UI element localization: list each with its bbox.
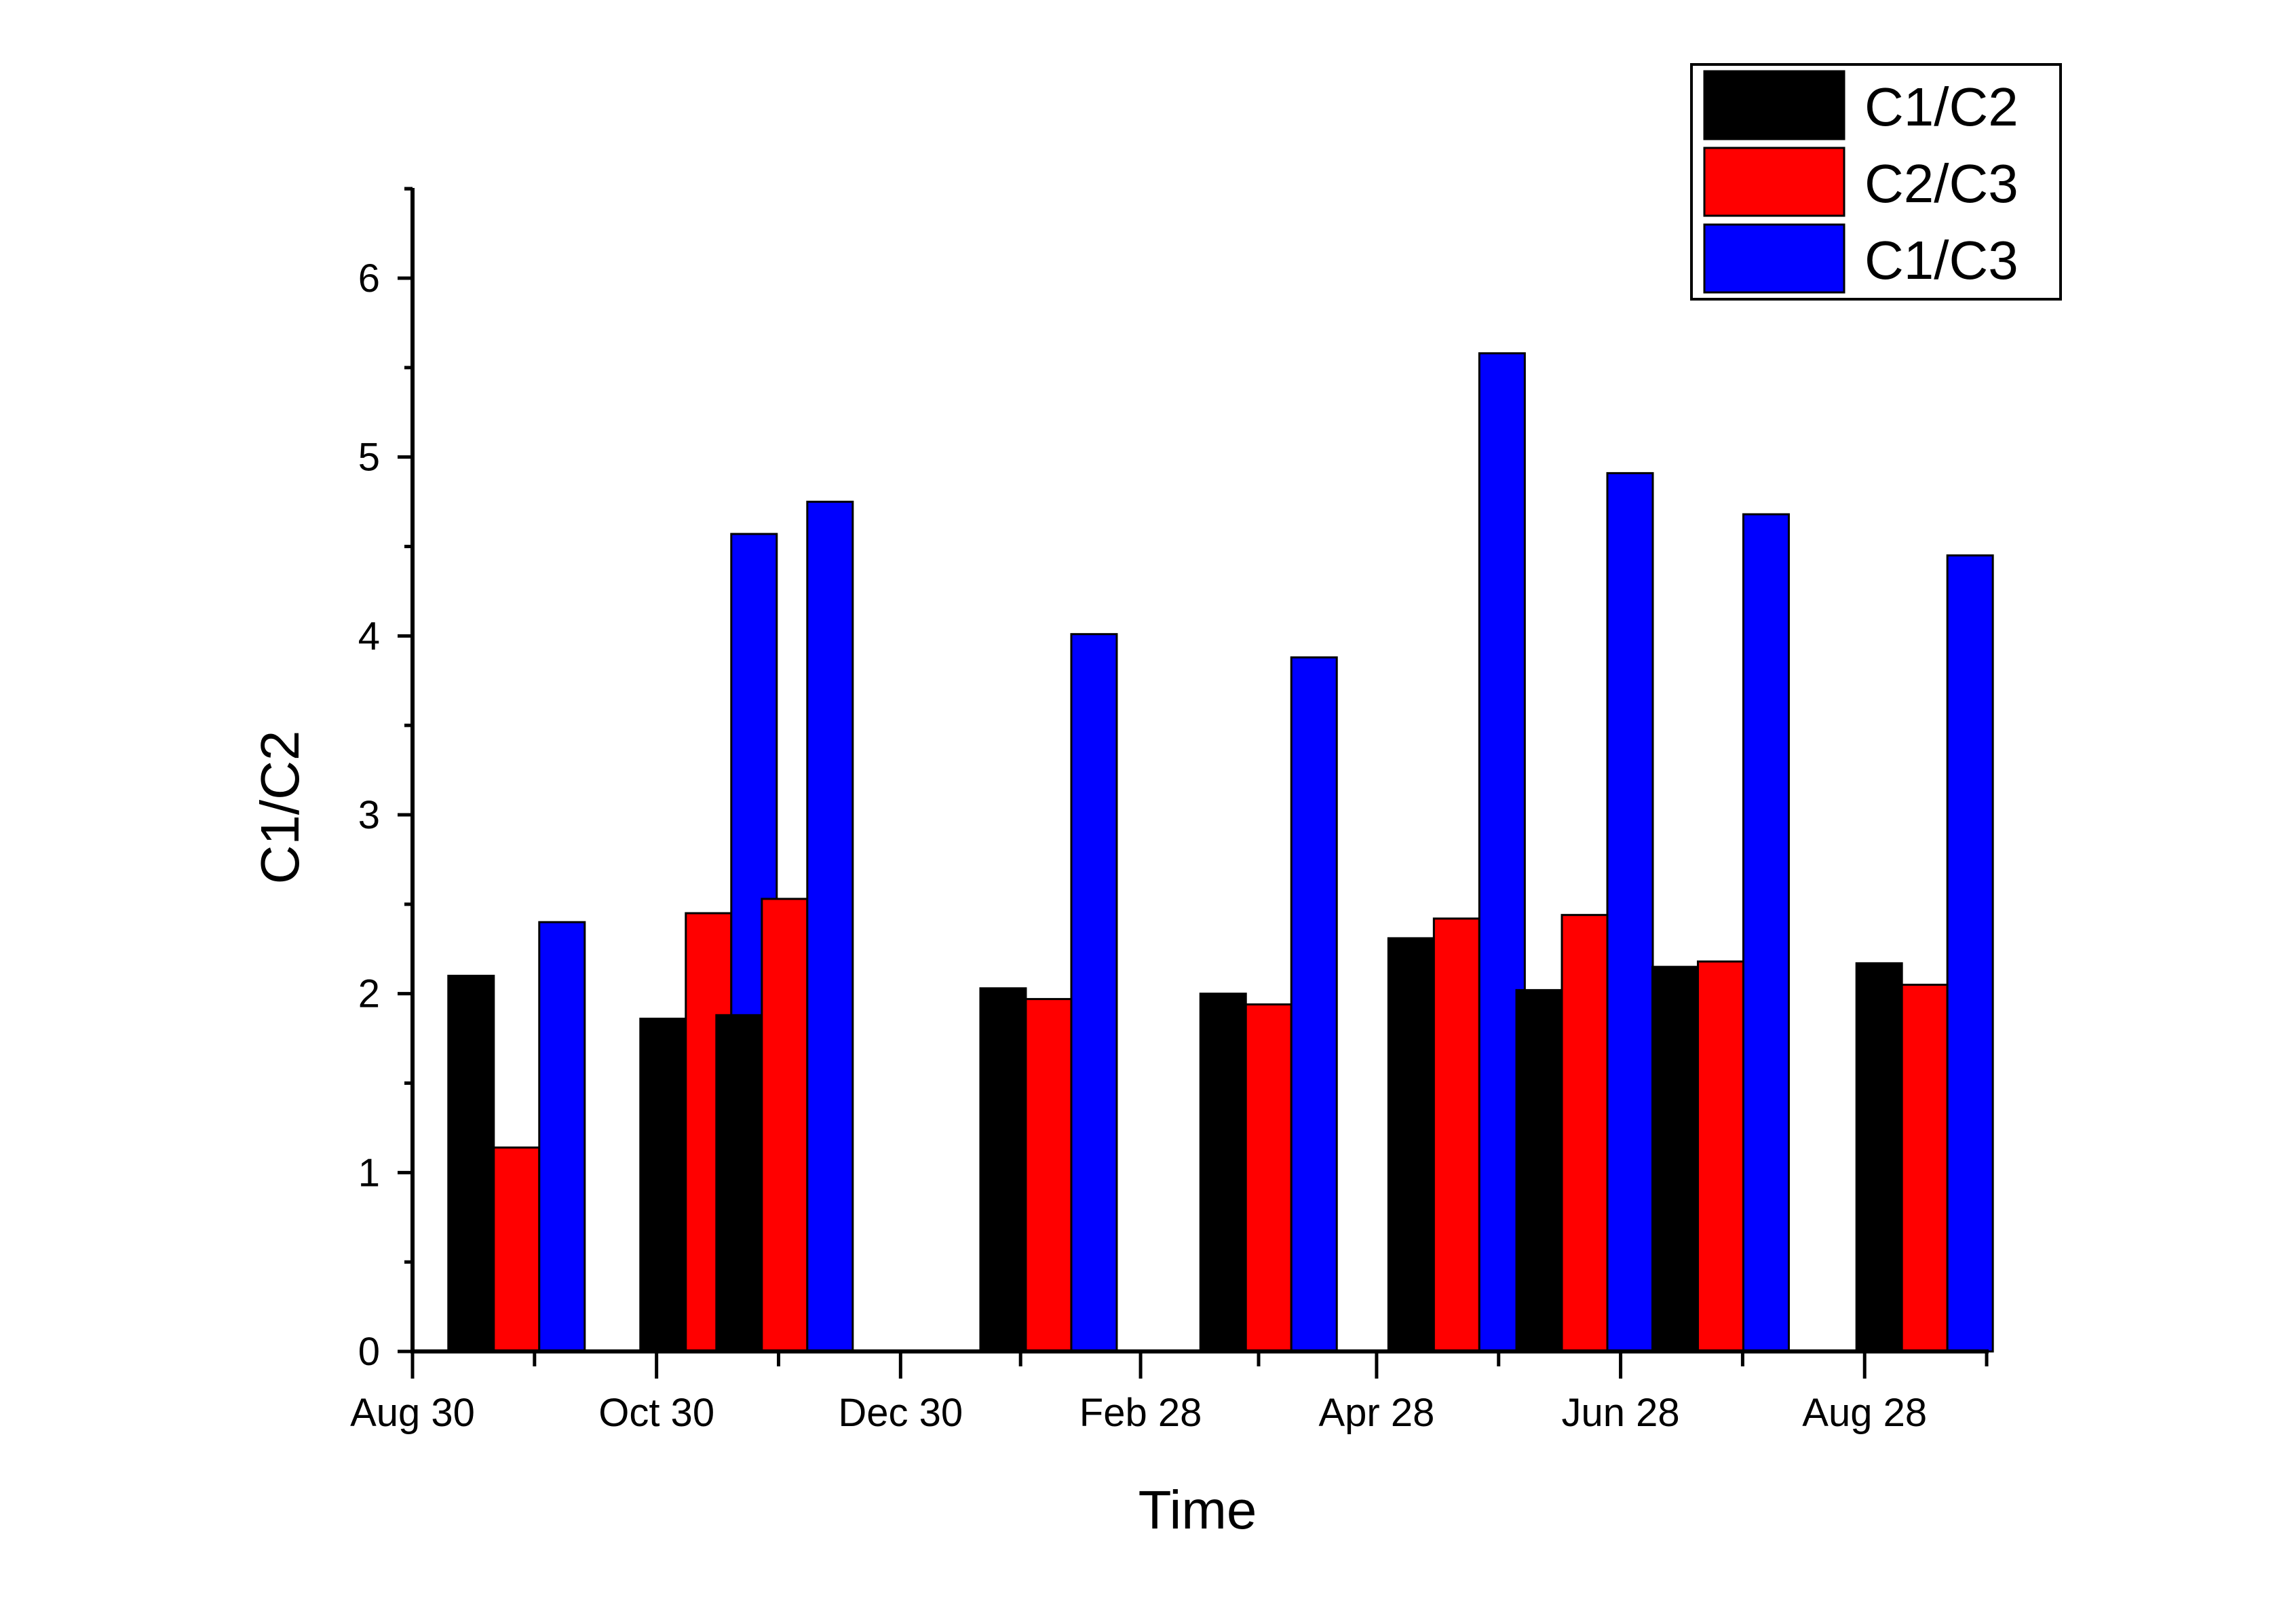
- y-axis-title: C1/C2: [250, 731, 310, 885]
- x-tick-label: Jun 28: [1561, 1391, 1679, 1435]
- bar-c1-c2: [1855, 962, 1903, 1353]
- x-tick-label: Feb 28: [1079, 1391, 1202, 1435]
- legend-swatch: [1703, 70, 1845, 140]
- legend: C1/C2 C2/C3 C1/C3: [1690, 63, 2062, 301]
- y-tick-label: 3: [358, 793, 380, 837]
- y-tick-label: 1: [358, 1151, 380, 1195]
- x-ticks: Aug 30 Oct 30 Dec 30 Feb 28 Apr 28 Jun 28 Aug …: [350, 1351, 1989, 1435]
- bar-c2-c3: [761, 898, 809, 1353]
- x-tick-label: Apr 28: [1318, 1391, 1434, 1435]
- y-tick-label: 0: [358, 1330, 380, 1374]
- bar-c1-c2: [715, 1014, 763, 1353]
- bar-c1-c3: [1290, 656, 1338, 1353]
- bar-c1-c2: [1515, 988, 1563, 1353]
- bar-c2-c3: [1900, 983, 1949, 1353]
- bar-c1-c2: [979, 987, 1027, 1353]
- legend-swatch: [1703, 147, 1845, 217]
- y-tick-label: 4: [358, 614, 380, 658]
- bar-c1-c2: [639, 1018, 687, 1353]
- bar-c1-c2: [447, 974, 495, 1353]
- bar-c1-c2: [1199, 993, 1247, 1353]
- legend-label: C1/C3: [1864, 230, 2018, 290]
- bar-c1-c3: [806, 501, 854, 1353]
- bar-c2-c3: [1025, 998, 1073, 1353]
- bar-c1-c2: [1387, 937, 1435, 1353]
- bar-c2-c3: [1432, 917, 1480, 1353]
- bar-c2-c3: [493, 1146, 541, 1353]
- y-tick-label: 2: [358, 972, 380, 1016]
- bar-c1-c3: [1946, 554, 1994, 1353]
- bar-c1-c3: [1070, 633, 1118, 1353]
- x-tick-label: Oct 30: [598, 1391, 714, 1435]
- x-tick-label: Aug 30: [350, 1391, 475, 1435]
- y-tick-label: 5: [358, 436, 380, 480]
- bars-layer: [447, 352, 1994, 1353]
- bar-c1-c2: [1651, 965, 1699, 1353]
- axes-layer: [410, 188, 1989, 1353]
- x-axis-title: Time: [1139, 1480, 1257, 1540]
- x-tick-label: Aug 28: [1802, 1391, 1927, 1435]
- y-ticks: 0 1 2 3 4 5 6: [358, 187, 413, 1374]
- legend-label: C1/C2: [1864, 77, 2018, 137]
- bar-c1-c3: [1606, 472, 1654, 1353]
- legend-label: C2/C3: [1864, 153, 2018, 214]
- bar-c1-c3: [1742, 513, 1790, 1353]
- x-tick-label: Dec 30: [838, 1391, 963, 1435]
- y-tick-label: 6: [358, 256, 380, 301]
- bar-c2-c3: [1244, 1003, 1293, 1353]
- bar-c2-c3: [1696, 960, 1744, 1353]
- bar-c1-c3: [538, 921, 586, 1353]
- bar-c2-c3: [1561, 914, 1609, 1353]
- legend-swatch: [1703, 223, 1845, 294]
